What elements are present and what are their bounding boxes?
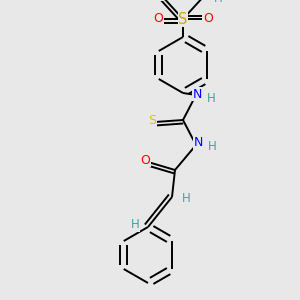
Text: H: H: [182, 193, 190, 206]
Text: S: S: [178, 11, 188, 26]
Text: O: O: [203, 11, 213, 25]
Text: N: N: [192, 88, 202, 100]
Text: H: H: [207, 92, 215, 104]
Text: N: N: [153, 0, 163, 1]
Text: N: N: [193, 136, 203, 149]
Text: H: H: [208, 140, 216, 154]
Text: H: H: [214, 0, 222, 4]
Text: H: H: [130, 218, 140, 232]
Text: S: S: [148, 115, 156, 128]
Text: O: O: [140, 154, 150, 166]
Text: O: O: [153, 11, 163, 25]
